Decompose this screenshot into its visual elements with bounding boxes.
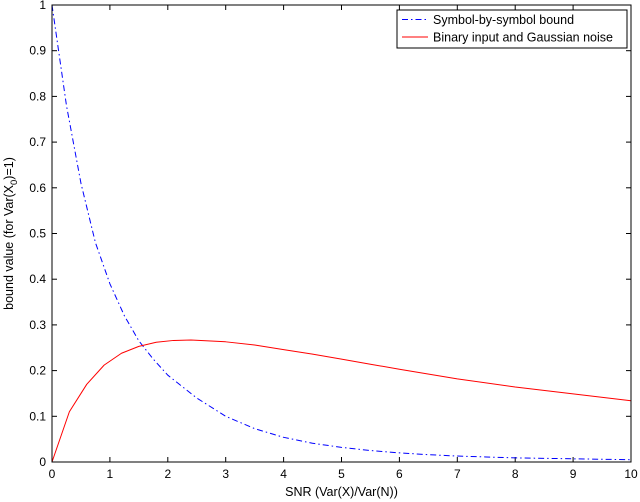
y-tick-label: 0.4 — [29, 272, 46, 286]
x-tick-label: 8 — [512, 467, 519, 481]
y-tick-label: 0.9 — [29, 44, 46, 58]
y-tick-label: 0.2 — [29, 364, 46, 378]
series-lines — [51, 4, 632, 463]
series-line-symbol-by-symbol — [51, 4, 632, 461]
x-tick-label: 10 — [624, 467, 638, 481]
x-axis-label: SNR (Var(X)/Var(N)) — [285, 485, 398, 499]
y-tick-label: 0 — [39, 455, 46, 469]
legend-label-binary-gaussian: Binary input and Gaussian noise — [433, 31, 613, 45]
x-tick-label: 6 — [396, 467, 403, 481]
x-tick-label: 3 — [222, 467, 229, 481]
x-tick-label: 0 — [49, 467, 56, 481]
x-tick-label: 1 — [107, 467, 114, 481]
x-tick-label: 5 — [338, 467, 345, 481]
x-tick-labels: 0 1 2 3 4 5 6 7 8 9 10 — [49, 467, 638, 481]
y-tick-labels: 0 0.1 0.2 0.3 0.4 0.5 0.6 0.7 0.8 0.9 1 — [29, 0, 46, 469]
legend: Symbol-by-symbol bound Binary input and … — [396, 9, 628, 49]
x-tick-label: 2 — [164, 467, 171, 481]
y-tick-label: 0.1 — [29, 409, 46, 423]
x-tick-label: 9 — [570, 467, 577, 481]
x-tick-label: 4 — [280, 467, 287, 481]
y-tick-label: 0.8 — [29, 89, 46, 103]
legend-label-symbol-by-symbol: Symbol-by-symbol bound — [433, 13, 574, 27]
y-tick-label: 0.7 — [29, 135, 46, 149]
plot-area — [52, 5, 631, 462]
x-tick-label: 7 — [454, 467, 461, 481]
series-line-binary-gaussian — [51, 339, 632, 463]
y-tick-label: 0.3 — [29, 318, 46, 332]
y-tick-label: 0.5 — [29, 227, 46, 241]
y-tick-label: 1 — [39, 0, 46, 12]
plot-frame — [51, 4, 632, 463]
legend-box — [396, 9, 628, 49]
y-tick-label: 0.6 — [29, 181, 46, 195]
y-axis-label: bound value (for Var(X0)=1) — [2, 157, 20, 310]
